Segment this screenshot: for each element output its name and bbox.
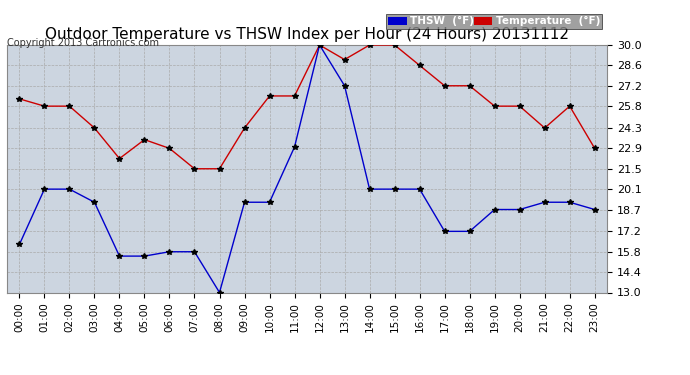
Text: Copyright 2013 Cartronics.com: Copyright 2013 Cartronics.com — [7, 38, 159, 48]
Title: Outdoor Temperature vs THSW Index per Hour (24 Hours) 20131112: Outdoor Temperature vs THSW Index per Ho… — [45, 27, 569, 42]
Legend: THSW  (°F), Temperature  (°F): THSW (°F), Temperature (°F) — [386, 14, 602, 28]
